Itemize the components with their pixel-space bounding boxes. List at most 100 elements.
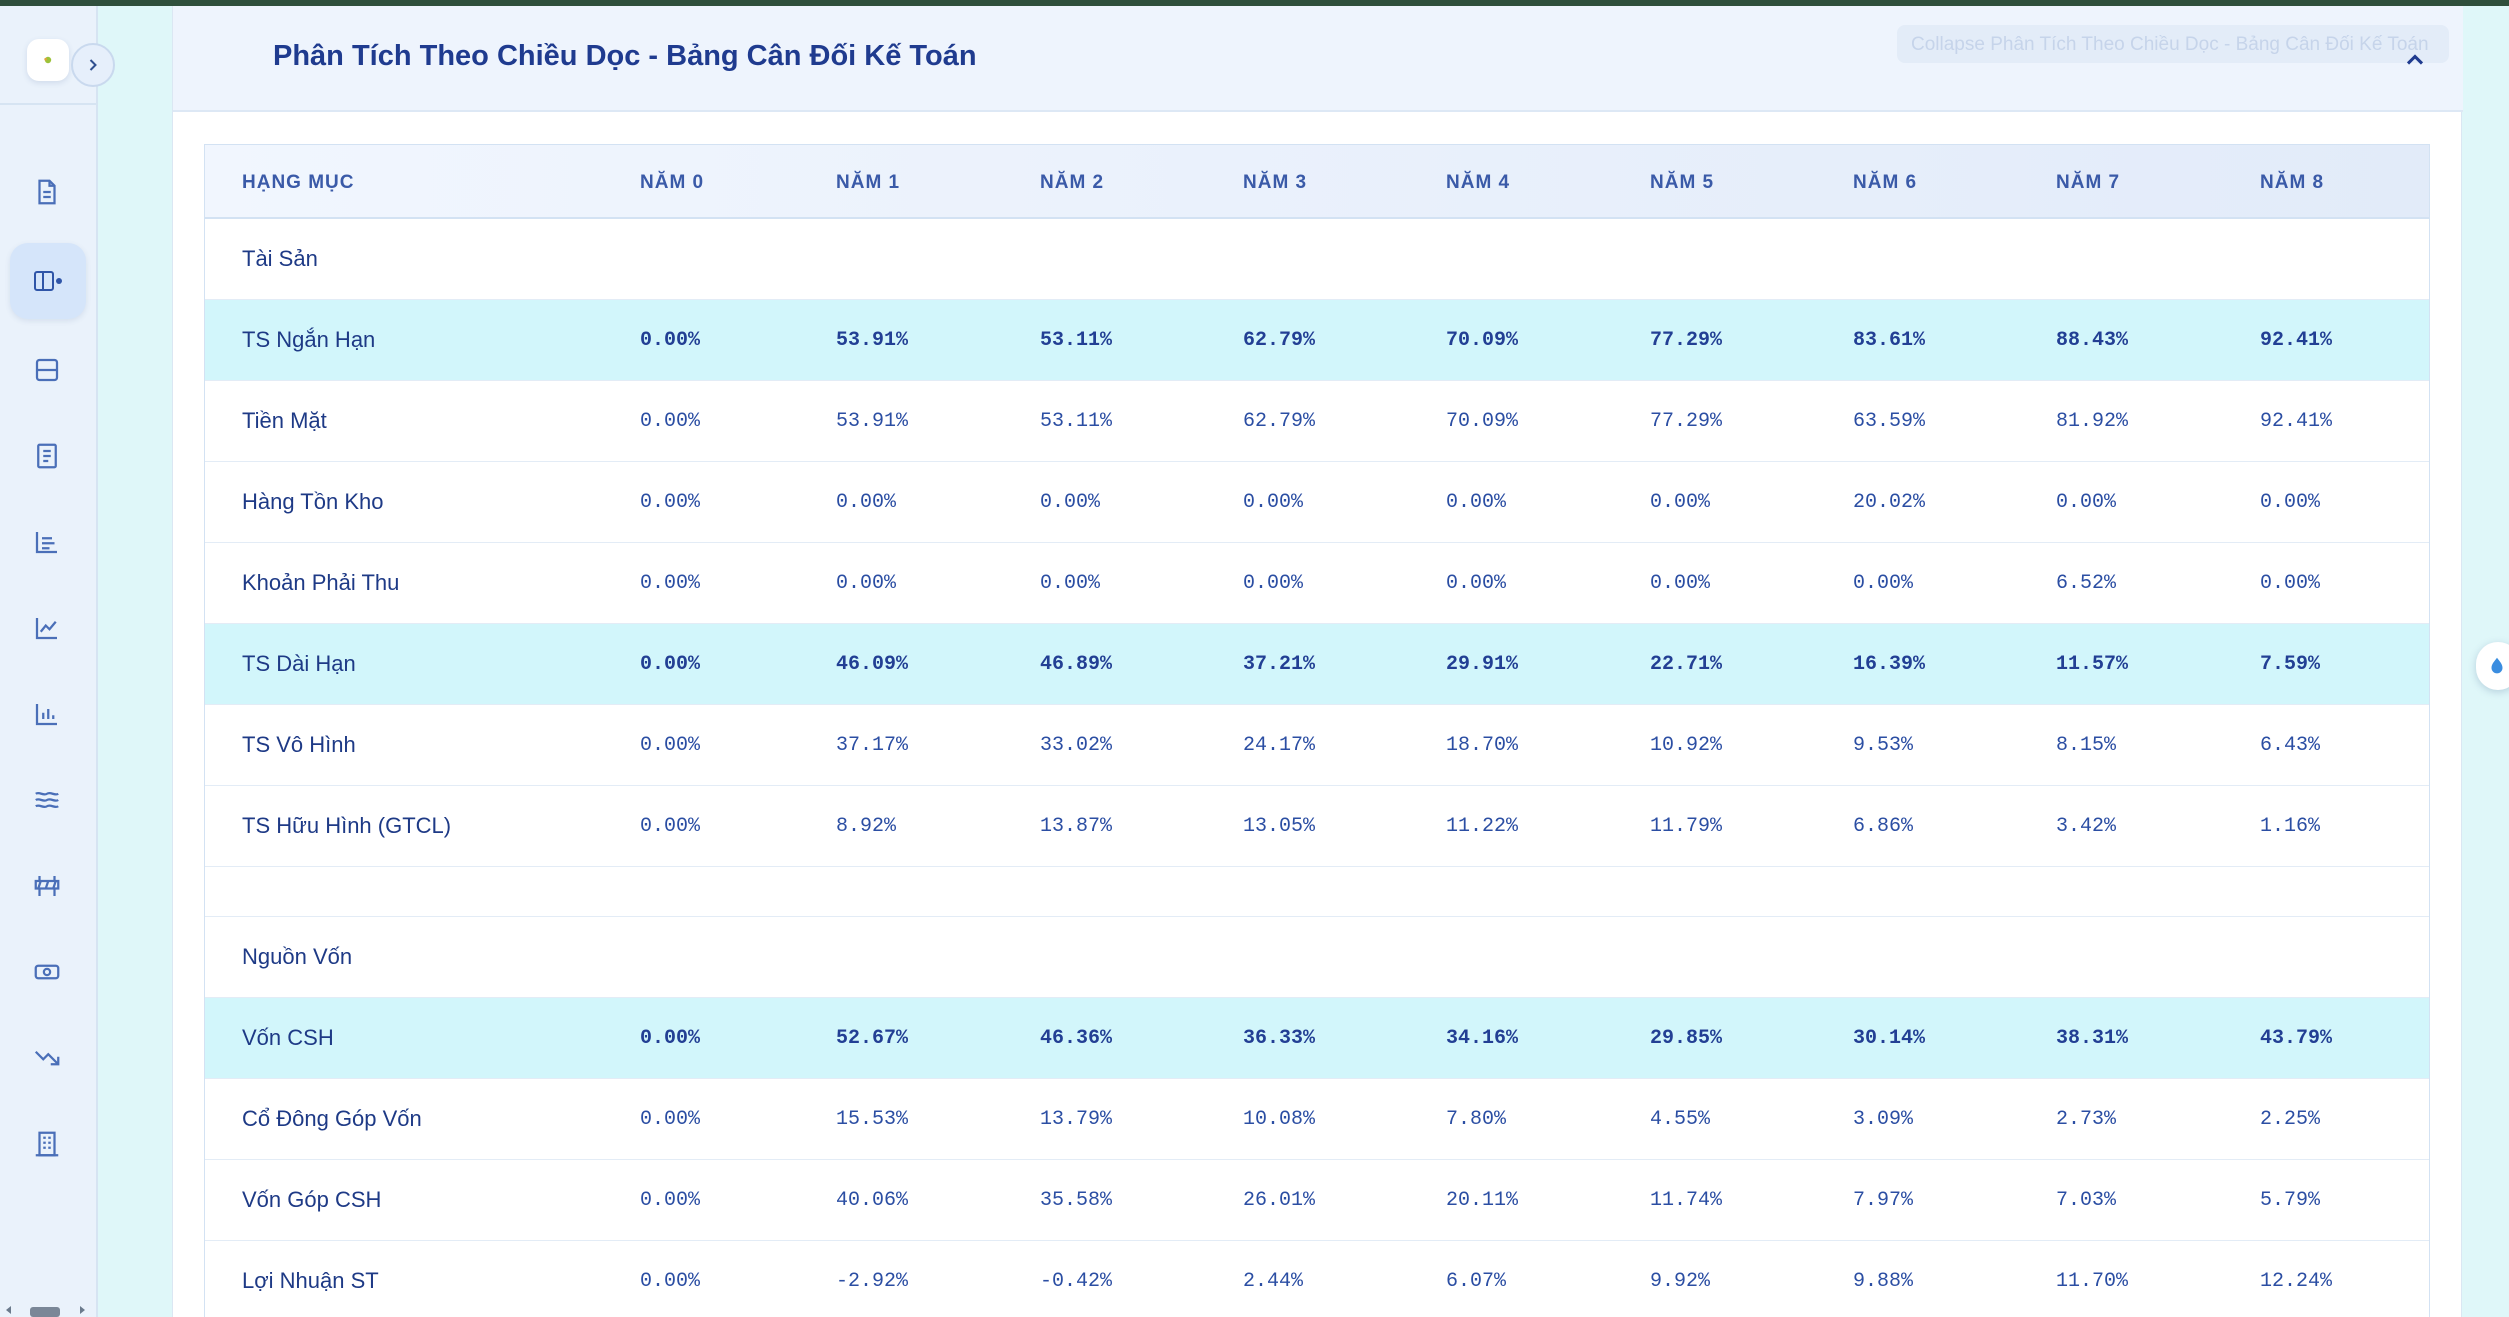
value-cell-year-2: 33.02%	[1040, 734, 1113, 757]
layout-rows-icon	[35, 358, 59, 382]
value-cell-year-2: 46.89%	[1040, 653, 1113, 676]
sidebar-item-report[interactable]	[22, 431, 72, 481]
value-cell-year-1: 46.09%	[836, 653, 909, 676]
sidebar-item-building[interactable]	[22, 1119, 72, 1169]
vertical-analysis-panel: Phân Tích Theo Chiều Dọc - Bảng Cân Đối …	[172, 6, 2463, 1317]
value-cell-year-1: 53.91%	[836, 410, 909, 433]
chevron-right-icon	[89, 59, 97, 71]
value-cell-year-5: 11.79%	[1650, 815, 1723, 838]
value-cell-year-5: 11.74%	[1650, 1189, 1723, 1212]
value-cell-year-0: 0.00%	[640, 410, 701, 433]
row-label: Tiền Mặt	[242, 408, 327, 433]
value-cell-year-1: 37.17%	[836, 734, 909, 757]
layout-columns-icon	[34, 271, 62, 291]
value-cell-year-7: 3.42%	[2056, 815, 2117, 838]
value-cell-year-1: -2.92%	[836, 1270, 909, 1293]
sidebar-scrollbar[interactable]	[0, 1303, 96, 1317]
value-cell-year-2: 13.87%	[1040, 815, 1113, 838]
sidebar-item-barrier[interactable]	[22, 861, 72, 911]
value-cell-year-3: 0.00%	[1243, 491, 1304, 514]
value-cell-year-6: 3.09%	[1853, 1108, 1914, 1131]
value-cell-year-8: 92.41%	[2260, 410, 2333, 433]
value-cell-year-4: 7.80%	[1446, 1108, 1507, 1131]
row-label: TS Dài Hạn	[242, 651, 356, 676]
value-cell-year-2: 0.00%	[1040, 572, 1101, 595]
value-cell-year-2: 0.00%	[1040, 491, 1101, 514]
value-cell-year-8: 2.25%	[2260, 1108, 2321, 1131]
value-cell-year-5: 4.55%	[1650, 1108, 1711, 1131]
sidebar-item-layout-rows[interactable]	[22, 345, 72, 395]
value-cell-year-7: 38.31%	[2056, 1027, 2129, 1050]
floating-assistant-button[interactable]	[2476, 642, 2509, 690]
value-cell-year-1: 0.00%	[836, 572, 897, 595]
value-cell-year-7: 0.00%	[2056, 491, 2117, 514]
value-cell-year-0: 0.00%	[640, 734, 701, 757]
value-cell-year-1: 15.53%	[836, 1108, 909, 1131]
bar-list-icon	[35, 532, 57, 554]
value-cell-year-8: 6.43%	[2260, 734, 2321, 757]
table-row: Cổ Đông Góp Vốn 0.00% 15.53% 13.79% 10.08% 7.…	[205, 1079, 2429, 1160]
table-row: TS Hữu Hình (GTCL) 0.00% 8.92% 13.87% 13.05%…	[205, 786, 2429, 867]
section-label: Tài Sản	[242, 246, 318, 271]
value-cell-year-6: 63.59%	[1853, 410, 1926, 433]
barrier-icon	[34, 876, 60, 896]
cash-icon	[34, 964, 60, 980]
balance-sheet-table: HẠNG MỤC NĂM 0 NĂM 1 NĂM 2 NĂM 3 NĂM 4 NĂM 5 NĂ…	[204, 144, 2430, 1317]
sidebar-expand-button[interactable]	[71, 43, 115, 87]
value-cell-year-0: 0.00%	[640, 572, 701, 595]
value-cell-year-1: 8.92%	[836, 815, 897, 838]
app-logo[interactable]	[27, 39, 69, 81]
sidebar-item-line-chart[interactable]	[22, 603, 72, 653]
value-cell-year-0: 0.00%	[640, 1270, 701, 1293]
value-cell-year-6: 9.53%	[1853, 734, 1914, 757]
value-cell-year-4: 34.16%	[1446, 1027, 1519, 1050]
column-header-year-6: NĂM 6	[1853, 172, 1918, 193]
row-label: Hàng Tồn Kho	[242, 489, 384, 514]
collapse-button[interactable]	[2395, 40, 2435, 80]
value-cell-year-3: 37.21%	[1243, 653, 1316, 676]
value-cell-year-4: 0.00%	[1446, 491, 1507, 514]
row-label: TS Vô Hình	[242, 732, 356, 757]
table-row: TS Ngắn Hạn 0.00% 53.91% 53.11% 62.79% 70.09%…	[205, 300, 2429, 381]
spacer-row	[205, 867, 2429, 917]
value-cell-year-8: 0.00%	[2260, 572, 2321, 595]
value-cell-year-3: 13.05%	[1243, 815, 1316, 838]
sidebar-item-bar-list[interactable]	[22, 517, 72, 567]
document-icon	[38, 179, 56, 205]
value-cell-year-4: 70.09%	[1446, 410, 1519, 433]
row-label: TS Hữu Hình (GTCL)	[242, 813, 452, 838]
table-row: Vốn Góp CSH 0.00% 40.06% 35.58% 26.01% 20.11%…	[205, 1160, 2429, 1241]
column-header-year-0: NĂM 0	[640, 172, 705, 193]
line-chart-icon	[35, 618, 57, 640]
value-cell-year-0: 0.00%	[640, 653, 701, 676]
trend-down-icon	[34, 1050, 60, 1066]
sidebar-item-cash[interactable]	[22, 947, 72, 997]
sidebar-item-bar-chart[interactable]	[22, 689, 72, 739]
value-cell-year-2: 53.11%	[1040, 329, 1113, 352]
bar-chart-icon	[35, 704, 57, 726]
sidebar-item-trend-down[interactable]	[22, 1033, 72, 1083]
value-cell-year-6: 20.02%	[1853, 491, 1926, 514]
value-cell-year-8: 5.79%	[2260, 1189, 2321, 1212]
value-cell-year-5: 77.29%	[1650, 410, 1723, 433]
value-cell-year-5: 9.92%	[1650, 1270, 1711, 1293]
sidebar-item-document[interactable]	[22, 167, 72, 217]
value-cell-year-2: 46.36%	[1040, 1027, 1113, 1050]
value-cell-year-1: 40.06%	[836, 1189, 909, 1212]
sidebar	[0, 6, 98, 1317]
value-cell-year-8: 1.16%	[2260, 815, 2321, 838]
section-header-row: Nguồn Vốn	[205, 917, 2429, 998]
value-cell-year-6: 16.39%	[1853, 653, 1926, 676]
value-cell-year-6: 9.88%	[1853, 1270, 1914, 1293]
building-icon	[35, 1131, 59, 1157]
value-cell-year-0: 0.00%	[640, 1027, 701, 1050]
value-cell-year-5: 77.29%	[1650, 329, 1723, 352]
value-cell-year-4: 70.09%	[1446, 329, 1519, 352]
panel-header[interactable]: Phân Tích Theo Chiều Dọc - Bảng Cân Đối …	[173, 6, 2463, 112]
sidebar-item-waves[interactable]	[22, 775, 72, 825]
row-label: Lợi Nhuận ST	[242, 1268, 379, 1293]
value-cell-year-7: 11.70%	[2056, 1270, 2129, 1293]
top-accent-line	[0, 0, 2509, 6]
value-cell-year-7: 7.03%	[2056, 1189, 2117, 1212]
sidebar-item-layout-columns[interactable]	[10, 243, 86, 319]
